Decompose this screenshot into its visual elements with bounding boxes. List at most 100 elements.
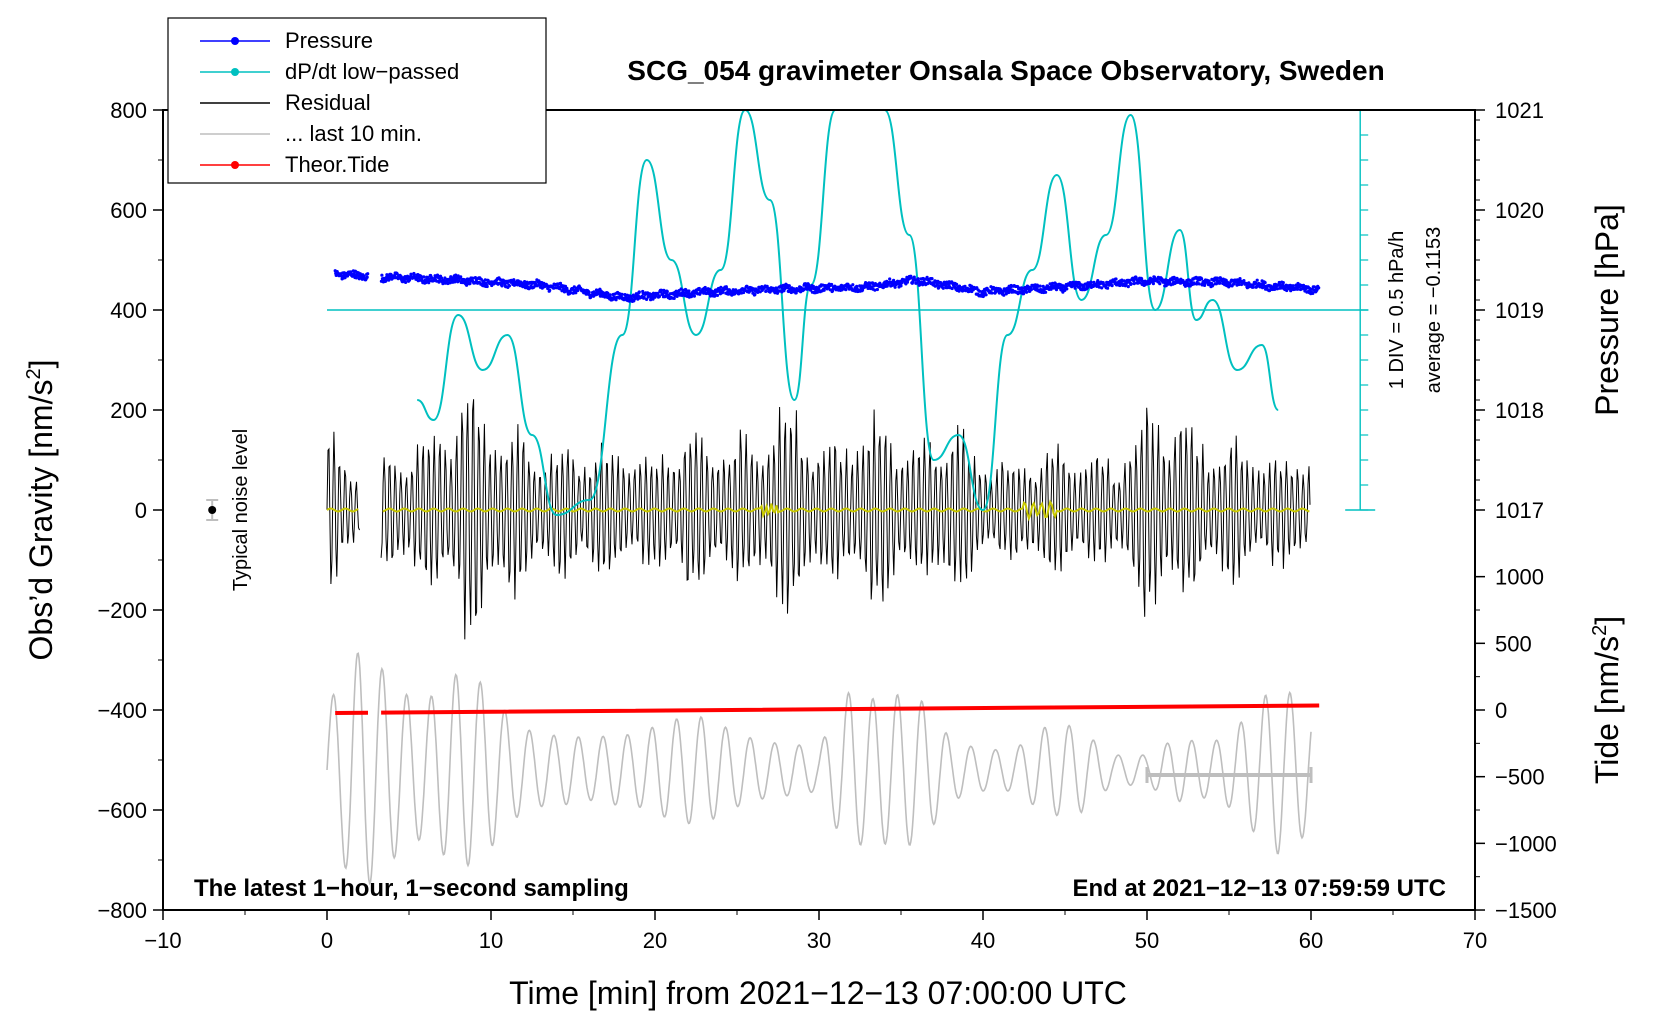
pressure-point <box>435 279 439 283</box>
pressure-point <box>1129 282 1133 286</box>
pressure-point <box>830 282 834 287</box>
pressure-point <box>697 286 701 291</box>
pressure-point <box>1044 290 1048 294</box>
pressure-point <box>512 278 516 282</box>
pressure-point <box>675 294 679 298</box>
pressure-point <box>1267 289 1272 293</box>
x-tick-label: 70 <box>1463 928 1487 953</box>
y-tick-label: −800 <box>97 898 147 923</box>
pressure-point <box>366 272 370 276</box>
pressure-tick-label: 1020 <box>1495 198 1544 223</box>
pressure-point <box>448 281 452 285</box>
pressure-point <box>1100 286 1104 290</box>
y-axis-label-pressure: Pressure [hPa] <box>1589 204 1625 416</box>
pressure-point <box>362 274 366 278</box>
pressure-point <box>454 273 458 277</box>
pressure-point <box>1106 286 1110 290</box>
pressure-point <box>614 298 618 302</box>
tide-tick-label: 500 <box>1495 631 1532 656</box>
pressure-point <box>984 293 988 297</box>
pressure-point <box>950 286 954 291</box>
note-latest-hour: The latest 1−hour, 1−second sampling <box>194 875 629 902</box>
pressure-point <box>719 285 723 289</box>
pressure-point <box>941 286 945 290</box>
y-tick-label: 200 <box>110 398 147 423</box>
pressure-point <box>357 277 361 281</box>
pressure-point <box>1311 291 1315 295</box>
tide-tick-label: 0 <box>1495 698 1507 723</box>
pressure-point <box>807 284 811 289</box>
x-tick-label: 0 <box>321 928 333 953</box>
tide-series-line <box>335 703 1320 715</box>
pressure-point <box>665 290 669 294</box>
tide-tick-label: −500 <box>1495 765 1545 790</box>
pressure-point <box>1096 279 1100 283</box>
pressure-point <box>548 288 552 292</box>
y-tick-label: 800 <box>110 98 147 123</box>
pressure-point <box>443 276 447 280</box>
legend-swatch-marker <box>231 68 239 76</box>
pressure-point <box>1255 278 1259 282</box>
pressure-tick-label: 1019 <box>1495 298 1544 323</box>
pressure-point <box>574 291 578 295</box>
note-end-time: End at 2021−12−13 07:59:59 UTC <box>1072 875 1446 902</box>
pressure-point <box>1215 276 1219 280</box>
y-axis-label-left-tail: ] <box>23 360 59 369</box>
pressure-tick-label: 1018 <box>1495 398 1544 423</box>
pressure-point <box>1237 282 1241 287</box>
pressure-point <box>656 291 660 295</box>
pressure-point <box>715 293 720 297</box>
pressure-point <box>1158 282 1162 286</box>
pressure-point <box>606 291 610 295</box>
pressure-point <box>608 293 612 297</box>
pressure-point <box>753 292 757 297</box>
pressure-point <box>1263 281 1267 285</box>
y-axis-label-tide-main: Tide [nm/s <box>1589 636 1625 784</box>
legend-label: dP/dt low−passed <box>285 59 459 84</box>
pressure-point <box>1200 277 1204 281</box>
pressure-point <box>1296 287 1300 291</box>
x-tick-label: 40 <box>971 928 995 953</box>
pressure-point <box>978 289 982 293</box>
pressure-point <box>651 291 656 295</box>
pressure-tick-label: 1017 <box>1495 498 1544 523</box>
pressure-point <box>399 275 403 279</box>
pressure-point <box>1239 282 1244 287</box>
pressure-point <box>657 294 662 299</box>
pressure-point <box>1126 285 1130 289</box>
chart-title: SCG_054 gravimeter Onsala Space Observat… <box>627 55 1384 86</box>
pressure-point <box>1211 283 1215 287</box>
pressure-point <box>764 289 768 293</box>
pressure-point <box>380 273 384 277</box>
axes: −10 0 10 20 30 40 50 60 708006004002000−200−400−… <box>97 98 1556 953</box>
x-tick-label: 10 <box>479 928 503 953</box>
y-axis-label-left-sup: 2 <box>23 368 45 379</box>
x-tick-label: 30 <box>807 928 831 953</box>
pressure-point <box>532 285 536 289</box>
pressure-point <box>1065 287 1069 291</box>
x-tick-label: −10 <box>144 928 181 953</box>
pressure-point <box>672 296 676 300</box>
pressure-point <box>576 288 580 293</box>
pressure-point <box>1192 282 1196 286</box>
scale-text-div: 1 DIV = 0.5 hPa/h <box>1386 231 1408 389</box>
y-axis-label-left-main: Obs’d Gravity [nm/s <box>23 380 59 661</box>
pressure-point <box>1251 285 1255 289</box>
pressure-point <box>1277 280 1281 285</box>
pressure-point <box>468 281 472 286</box>
pressure-point <box>642 295 646 299</box>
pressure-point <box>916 277 920 281</box>
pressure-point <box>459 275 463 279</box>
y-tick-label: 600 <box>110 198 147 223</box>
pressure-point <box>1089 280 1093 284</box>
pressure-tick-label: 1021 <box>1495 98 1544 123</box>
pressure-point <box>659 288 664 292</box>
pressure-point <box>1218 281 1222 285</box>
pressure-point <box>428 279 432 283</box>
legend-box <box>167 17 547 184</box>
pressure-point <box>990 291 994 295</box>
y-axis-label-tide: Tide [nm/s2] <box>1589 616 1625 784</box>
pressure-point <box>1151 282 1155 286</box>
legend-label: ... last 10 min. <box>285 121 422 146</box>
pressure-point <box>365 275 369 279</box>
